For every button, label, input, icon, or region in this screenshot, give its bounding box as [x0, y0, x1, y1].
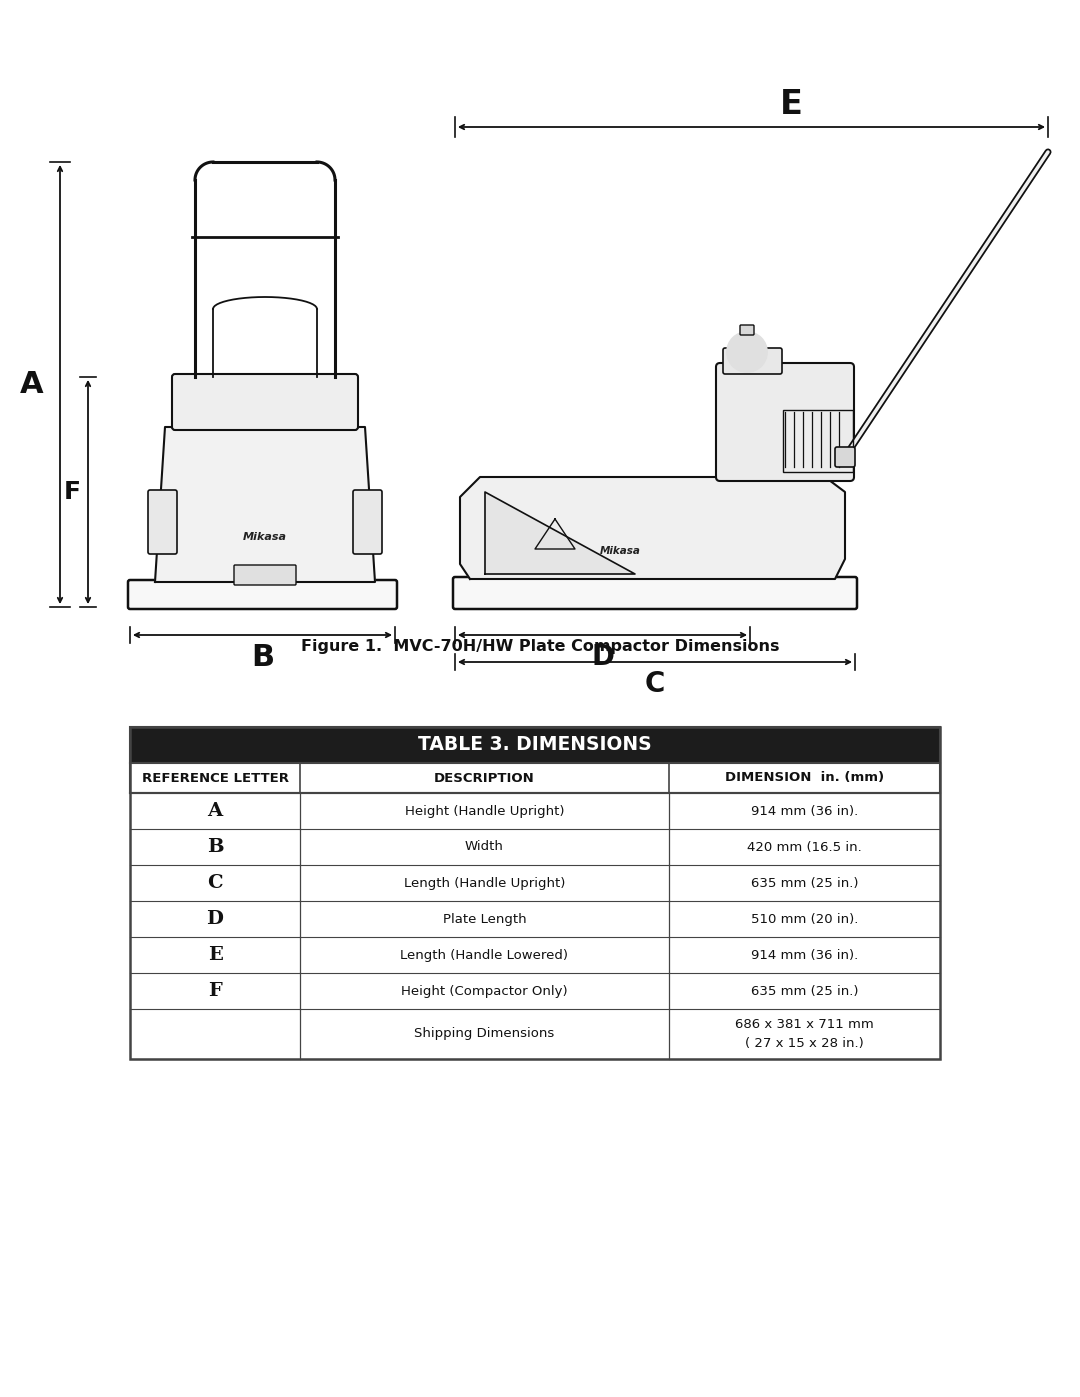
Bar: [130, 937, 940, 972]
Text: MVC-70H/HW PLATE COMPACTOR —  OPERATION & PARTS MANUAL — REV. #2  (11/02/05) — P: MVC-70H/HW PLATE COMPACTOR — OPERATION &…: [132, 1365, 948, 1379]
Text: F: F: [208, 982, 221, 1000]
Text: ( 27 x 15 x 28 in.): ( 27 x 15 x 28 in.): [745, 1038, 864, 1051]
Text: 635 mm (25 in.): 635 mm (25 in.): [751, 876, 859, 890]
FancyBboxPatch shape: [740, 326, 754, 335]
Text: DESCRIPTION: DESCRIPTION: [434, 771, 535, 785]
FancyBboxPatch shape: [723, 348, 782, 374]
Text: B: B: [251, 643, 274, 672]
FancyBboxPatch shape: [148, 490, 177, 555]
FancyBboxPatch shape: [353, 490, 382, 555]
Text: Length (Handle Lowered): Length (Handle Lowered): [401, 949, 568, 961]
Text: E: E: [780, 88, 802, 122]
Bar: [130, 726, 940, 763]
Text: MVC-70H/HW — DIMENSIONS: MVC-70H/HW — DIMENSIONS: [570, 17, 1048, 45]
Text: TABLE 3. DIMENSIONS: TABLE 3. DIMENSIONS: [418, 735, 652, 754]
Text: Width: Width: [464, 841, 503, 854]
Text: 914 mm (36 in).: 914 mm (36 in).: [751, 805, 858, 817]
Text: C: C: [207, 875, 222, 893]
Text: D: D: [206, 909, 224, 928]
Text: Figure 1.  MVC-70H/HW Plate Compactor Dimensions: Figure 1. MVC-70H/HW Plate Compactor Dim…: [300, 640, 780, 655]
Text: D: D: [591, 643, 615, 671]
Text: Length (Handle Upright): Length (Handle Upright): [404, 876, 565, 890]
Text: Shipping Dimensions: Shipping Dimensions: [415, 1028, 554, 1041]
Text: F: F: [64, 481, 81, 504]
Text: A: A: [21, 370, 44, 400]
Text: 635 mm (25 in.): 635 mm (25 in.): [751, 985, 859, 997]
Bar: [130, 1009, 940, 1059]
Text: REFERENCE LETTER: REFERENCE LETTER: [141, 771, 288, 785]
Text: A: A: [207, 802, 222, 820]
FancyBboxPatch shape: [453, 577, 858, 609]
Text: Height (Handle Upright): Height (Handle Upright): [405, 805, 564, 817]
Text: Mikasa: Mikasa: [599, 546, 640, 556]
Polygon shape: [460, 476, 845, 578]
Text: E: E: [207, 946, 222, 964]
Bar: [130, 726, 940, 1059]
Bar: [130, 763, 940, 793]
Text: 510 mm (20 in).: 510 mm (20 in).: [751, 912, 858, 925]
Text: 686 x 381 x 711 mm: 686 x 381 x 711 mm: [735, 1017, 874, 1031]
Bar: [130, 865, 940, 901]
FancyBboxPatch shape: [234, 564, 296, 585]
Polygon shape: [485, 492, 635, 574]
Bar: [130, 901, 940, 937]
Polygon shape: [156, 427, 375, 583]
FancyBboxPatch shape: [172, 374, 357, 430]
Circle shape: [727, 332, 767, 372]
Text: 420 mm (16.5 in.: 420 mm (16.5 in.: [747, 841, 862, 854]
Text: C: C: [645, 671, 665, 698]
Text: Mikasa: Mikasa: [243, 532, 287, 542]
Text: Height (Compactor Only): Height (Compactor Only): [401, 985, 568, 997]
Bar: [130, 828, 940, 865]
Text: DIMENSION  in. (mm): DIMENSION in. (mm): [725, 771, 883, 785]
Bar: [130, 793, 940, 828]
Bar: [130, 972, 940, 1009]
FancyBboxPatch shape: [129, 580, 397, 609]
FancyBboxPatch shape: [835, 447, 855, 467]
FancyBboxPatch shape: [716, 363, 854, 481]
Text: 914 mm (36 in).: 914 mm (36 in).: [751, 949, 858, 961]
Text: Plate Length: Plate Length: [443, 912, 526, 925]
Text: B: B: [206, 838, 224, 856]
